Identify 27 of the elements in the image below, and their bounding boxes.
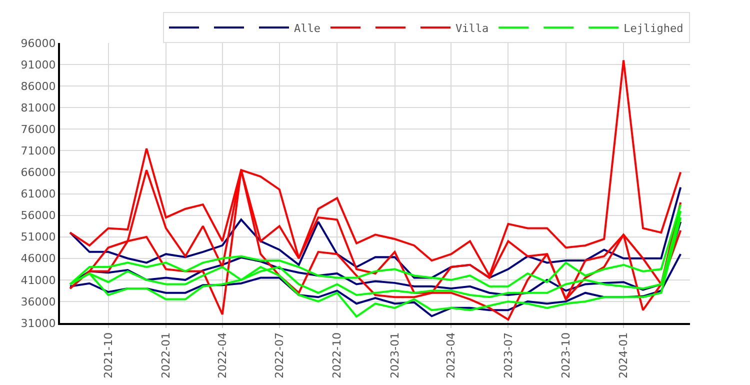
y-tick-label: 66000 bbox=[20, 166, 56, 180]
y-tick-label: 36000 bbox=[20, 295, 56, 308]
x-tick-label: 2022-07 bbox=[272, 332, 286, 378]
y-tick-label: 51000 bbox=[20, 230, 56, 244]
y-tick-label: 31000 bbox=[20, 316, 56, 330]
x-tick-label: 2022-01 bbox=[160, 332, 173, 378]
x-tick-label: 2021-10 bbox=[102, 332, 115, 378]
y-tick-label: 61000 bbox=[20, 188, 56, 201]
y-tick-label: 71000 bbox=[20, 144, 56, 158]
y-tick-label: 91000 bbox=[20, 58, 56, 72]
y-tick-label: 76000 bbox=[20, 123, 56, 136]
y-tick-label: 96000 bbox=[20, 36, 56, 50]
y-tick-label: 56000 bbox=[20, 209, 56, 222]
x-tick-label: 2022-10 bbox=[330, 332, 344, 378]
y-tick-label: 86000 bbox=[20, 80, 56, 93]
y-tick-label: 46000 bbox=[20, 252, 56, 266]
y-tick-label: 41000 bbox=[20, 274, 56, 287]
x-tick-label: 2024-01 bbox=[617, 332, 630, 378]
x-tick-label: 2023-07 bbox=[502, 332, 515, 378]
x-tick-label: 2023-01 bbox=[388, 332, 402, 378]
legend-label: Alle bbox=[294, 22, 320, 35]
legend-label: Lejlighed bbox=[624, 22, 684, 35]
legend-label: Villa bbox=[456, 22, 489, 35]
x-tick-label: 2023-10 bbox=[559, 332, 572, 378]
y-tick-label: 81000 bbox=[20, 101, 56, 114]
x-tick-label: 2022-04 bbox=[216, 332, 229, 378]
x-tick-label: 2023-04 bbox=[444, 332, 458, 378]
